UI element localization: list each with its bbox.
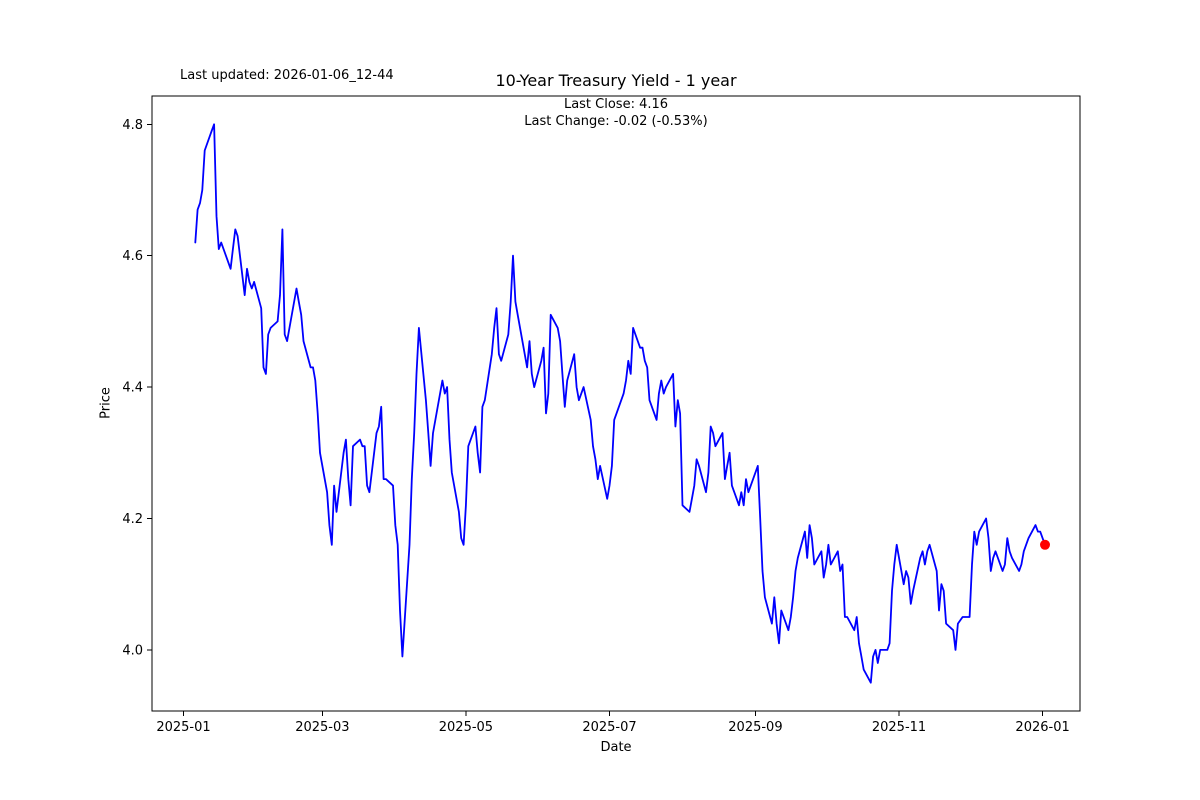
y-tick-label: 4.6 (122, 249, 143, 264)
chart-title: 10-Year Treasury Yield - 1 year (495, 71, 737, 90)
last-change-text: Last Change: -0.02 (-0.53%) (524, 114, 708, 129)
y-tick-label: 4.4 (122, 381, 143, 396)
x-tick-label: 2025-11 (872, 720, 926, 735)
plot-border (151, 95, 1081, 712)
x-tick-label: 2025-09 (728, 720, 782, 735)
last-updated-text: Last updated: 2026-01-06_12-44 (180, 68, 394, 83)
x-tick-label: 2025-07 (582, 720, 636, 735)
x-tick-label: 2025-03 (295, 720, 349, 735)
x-axis-label: Date (600, 740, 632, 755)
y-tick-label: 4.0 (122, 643, 143, 658)
x-tick-label: 2025-05 (439, 720, 493, 735)
y-tick-label: 4.2 (122, 512, 143, 527)
x-tick-label: 2026-01 (1015, 720, 1069, 735)
x-tick-label: 2025-01 (156, 720, 210, 735)
y-tick-label: 4.8 (122, 118, 143, 133)
last-point-marker (1040, 539, 1050, 550)
last-close-text: Last Close: 4.16 (563, 97, 669, 112)
price-line (194, 123, 1046, 684)
